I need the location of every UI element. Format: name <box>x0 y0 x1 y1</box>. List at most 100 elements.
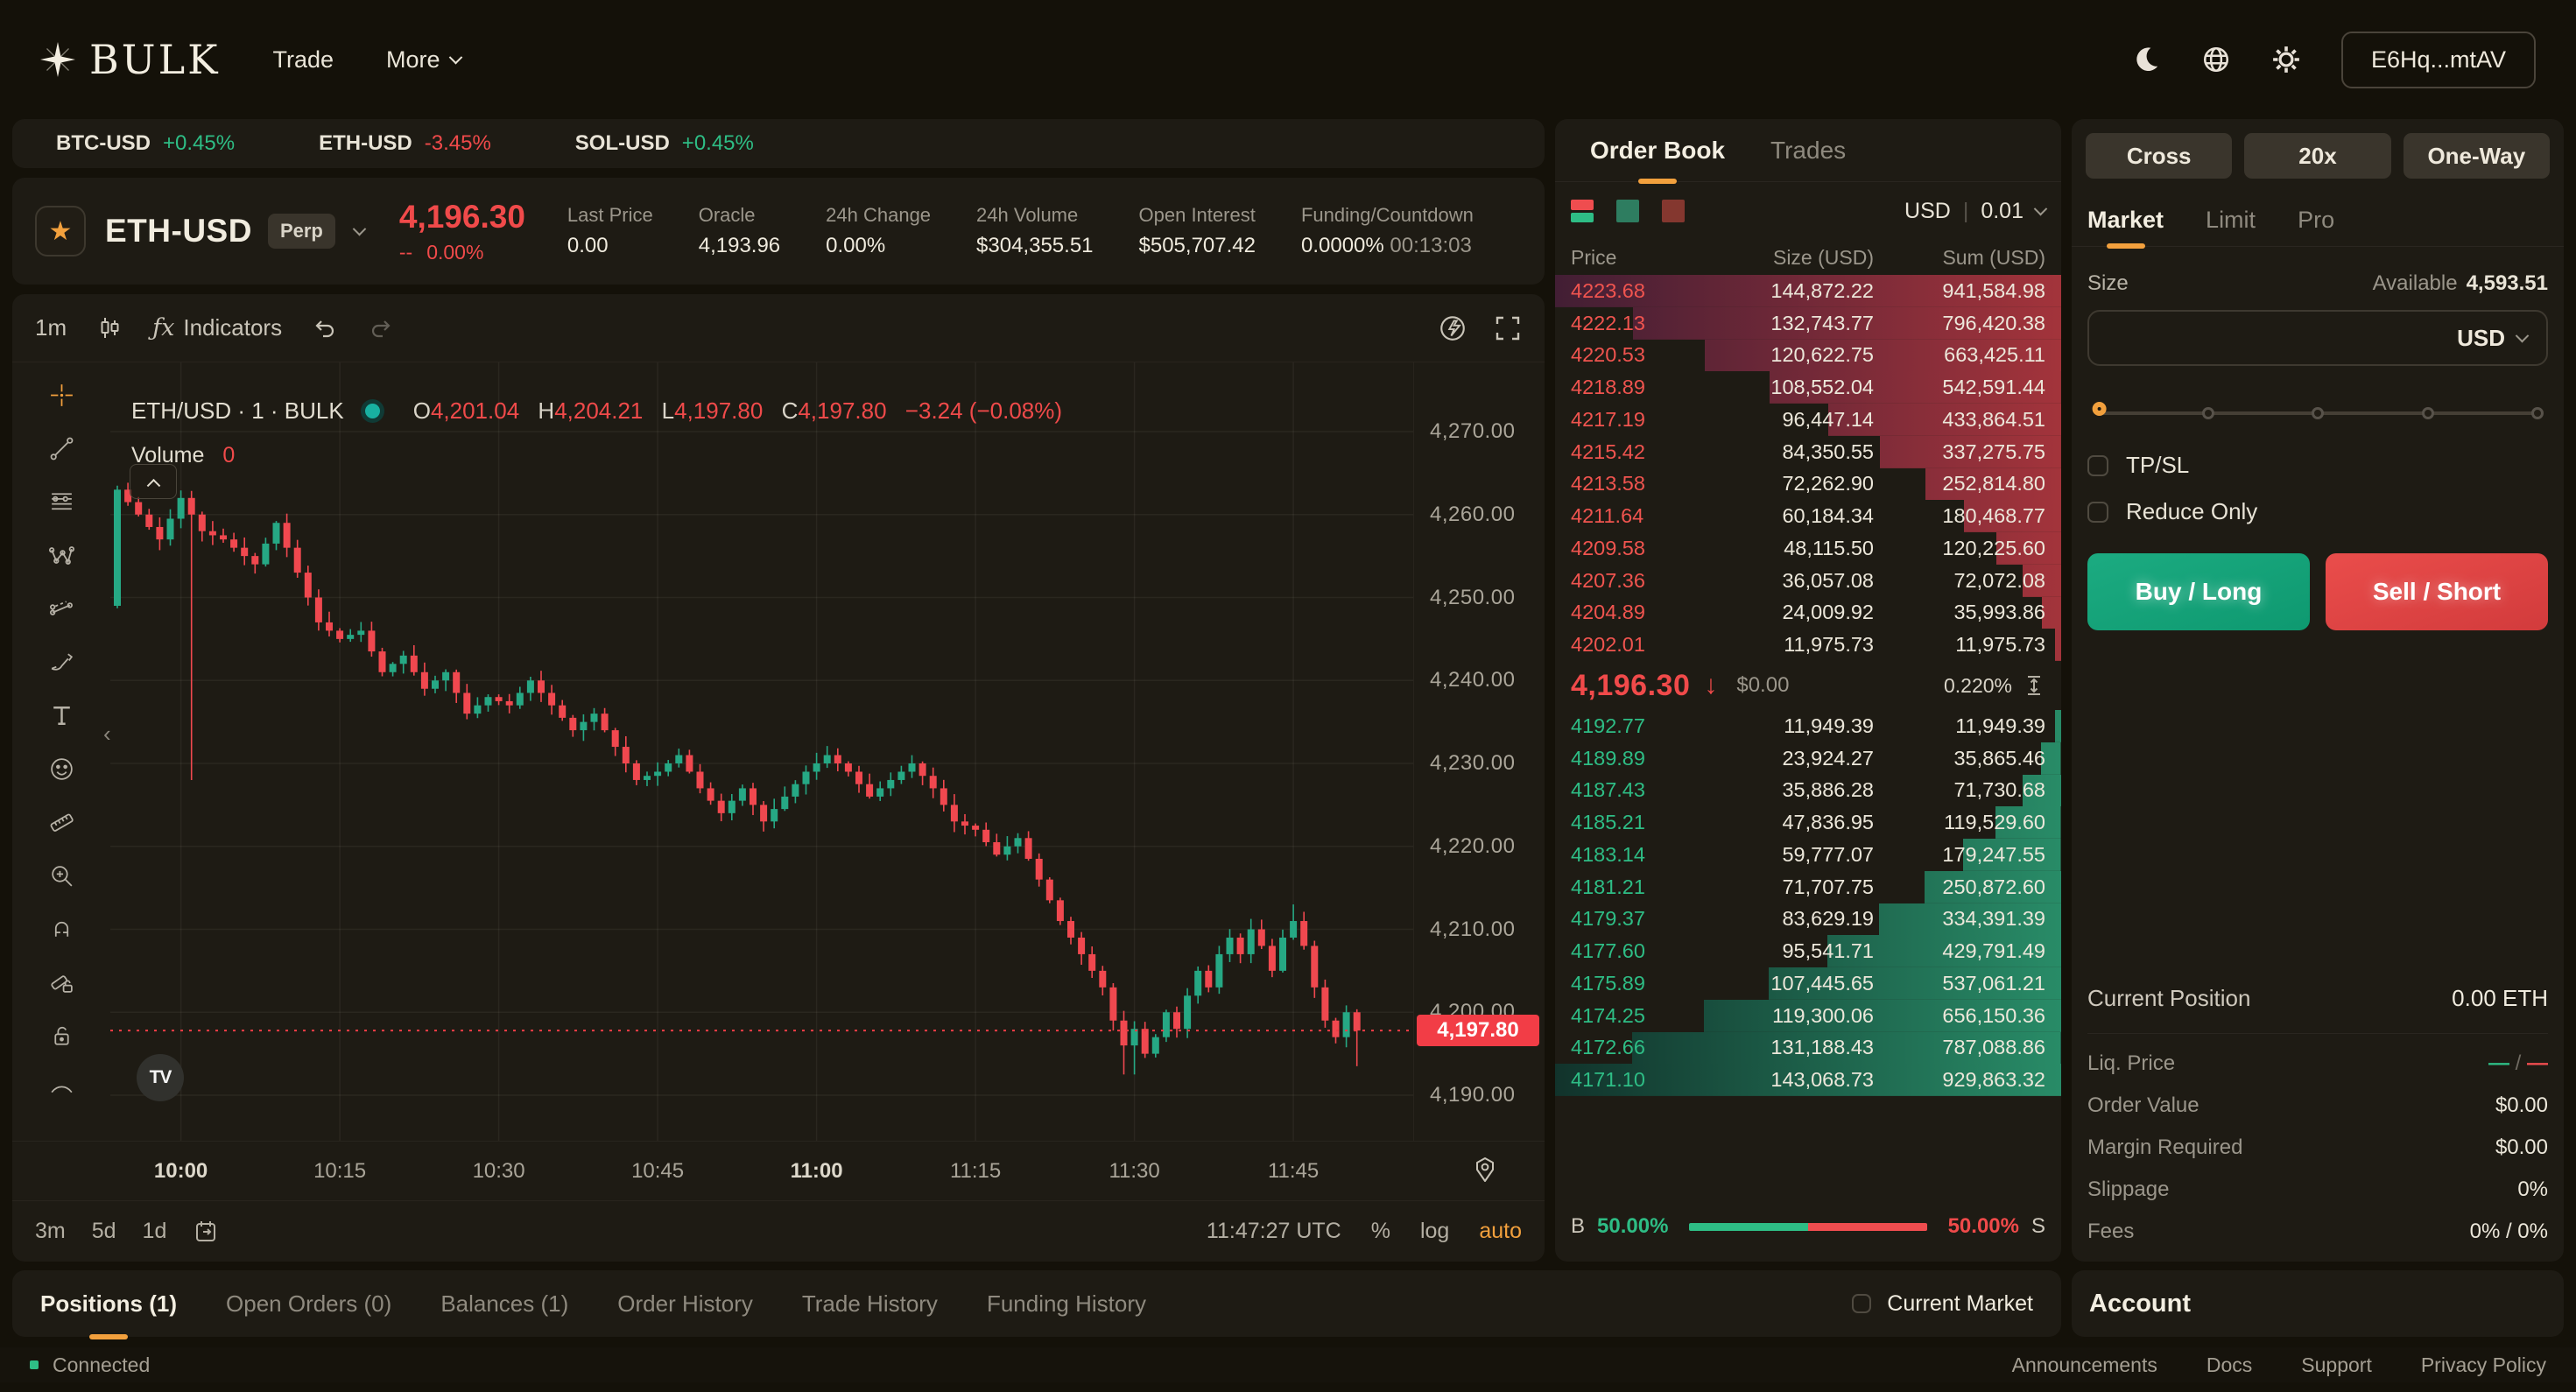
footer-link-announcements[interactable]: Announcements <box>2011 1353 2157 1376</box>
drawing-lock-toggle-icon[interactable] <box>46 967 76 997</box>
projection-tool-icon[interactable] <box>46 594 76 623</box>
orderbook-ask-row[interactable]: 4209.58 48,115.50 120,225.60 <box>1555 532 2061 565</box>
tab-trades[interactable]: Trades <box>1770 136 1847 164</box>
xabcd-pattern-tool-icon[interactable] <box>46 540 76 570</box>
orderbook-bid-row[interactable]: 4179.37 83,629.19 334,391.39 <box>1555 903 2061 936</box>
book-view-both-icon[interactable] <box>1571 200 1594 222</box>
magnet-tool-icon[interactable] <box>46 914 76 944</box>
margin-mode-button[interactable]: Cross <box>2086 133 2233 179</box>
zoom-in-tool-icon[interactable] <box>46 861 76 890</box>
orderbook-bid-row[interactable]: 4174.25 119,300.06 656,150.36 <box>1555 999 2061 1032</box>
range-5d-button[interactable]: 5d <box>91 1219 116 1243</box>
tab-pro[interactable]: Pro <box>2298 207 2335 233</box>
orderbook-bid-row[interactable]: 4187.43 35,886.28 71,730.68 <box>1555 774 2061 807</box>
orderbook-ask-row[interactable]: 4220.53 120,622.75 663,425.11 <box>1555 339 2061 372</box>
orderbook-denom-tick-select[interactable]: USD | 0.01 <box>1904 199 2048 224</box>
bottom-tab-trade-history[interactable]: Trade History <box>801 1290 938 1317</box>
orderbook-ask-row[interactable]: 4222.13 132,743.77 796,420.38 <box>1555 306 2061 340</box>
lock-all-tool-icon[interactable] <box>46 1021 76 1051</box>
session-settings-icon[interactable] <box>1471 1156 1499 1184</box>
leverage-button[interactable]: 20x <box>2244 133 2391 179</box>
tradingview-logo[interactable]: TV <box>137 1054 184 1101</box>
position-mode-button[interactable]: One-Way <box>2403 133 2550 179</box>
footer-link-privacy-policy[interactable]: Privacy Policy <box>2420 1353 2546 1376</box>
size-slider[interactable] <box>2092 401 2544 425</box>
favorite-star-button[interactable]: ★ <box>35 206 86 257</box>
orderbook-bid-row[interactable]: 4192.77 11,949.39 11,949.39 <box>1555 710 2061 742</box>
slider-handle[interactable] <box>2092 402 2107 416</box>
indicators-button[interactable]: ƒx Indicators <box>152 314 282 341</box>
orderbook-ask-row[interactable]: 4215.42 84,350.55 337,275.75 <box>1555 435 2061 468</box>
size-input[interactable] <box>2108 324 2458 352</box>
ticker-item[interactable]: ETH-USD -3.45% <box>319 131 491 156</box>
crosshair-tool-icon[interactable] <box>46 380 76 410</box>
bottom-tab-balances-[interactable]: Balances (1) <box>440 1290 569 1317</box>
goto-date-icon[interactable] <box>193 1219 219 1245</box>
clock-utc[interactable]: 11:47:27 UTC <box>1206 1219 1341 1243</box>
nav-more[interactable]: More <box>386 46 462 74</box>
spread-expand-icon[interactable] <box>2023 674 2045 697</box>
text-tool-icon[interactable] <box>46 700 76 730</box>
fib-retracement-tool-icon[interactable] <box>46 487 76 517</box>
slider-stop[interactable] <box>2312 407 2324 419</box>
tab-market[interactable]: Market <box>2087 194 2164 246</box>
orderbook-bid-row[interactable]: 4172.66 131,188.43 787,088.86 <box>1555 1031 2061 1065</box>
orderbook-bid-row[interactable]: 4171.10 143,068.73 929,863.32 <box>1555 1064 2061 1096</box>
orderbook-ask-row[interactable]: 4223.68 144,872.22 941,584.98 <box>1555 275 2061 307</box>
current-market-checkbox[interactable] <box>1852 1294 1872 1313</box>
redo-button[interactable] <box>368 315 394 341</box>
legend-collapse-button[interactable] <box>130 464 177 499</box>
app-logo[interactable]: BULK <box>40 36 220 83</box>
sell-short-button[interactable]: Sell / Short <box>2326 553 2548 630</box>
screenshot-camera-icon[interactable] <box>1438 313 1467 343</box>
auto-scale-button[interactable]: auto <box>1479 1219 1522 1243</box>
price-axis[interactable]: 4,270.00 4,260.00 4,250.00 4,240.00 4,230.00… <box>1413 362 1545 1141</box>
hide-drawings-tool-icon[interactable] <box>46 1074 76 1104</box>
orderbook-ask-row[interactable]: 4218.89 108,552.04 542,591.44 <box>1555 371 2061 404</box>
orderbook-bid-row[interactable]: 4175.89 107,445.65 537,061.21 <box>1555 967 2061 1000</box>
trendline-tool-icon[interactable] <box>46 433 76 463</box>
nav-trade[interactable]: Trade <box>272 46 334 73</box>
denom-select[interactable]: USD <box>2457 325 2530 352</box>
footer-link-support[interactable]: Support <box>2301 1353 2372 1376</box>
ticker-item[interactable]: BTC-USD +0.45% <box>56 131 235 156</box>
chart-plot-area[interactable]: ETH/USD · 1 · BULK O4,201.04 H4,204.21 L… <box>110 362 1413 1141</box>
orderbook-ask-row[interactable]: 4213.58 72,262.90 252,814.80 <box>1555 468 2061 501</box>
orderbook-bid-row[interactable]: 4177.60 95,541.71 429,791.49 <box>1555 935 2061 967</box>
tab-limit[interactable]: Limit <box>2206 207 2256 233</box>
fullscreen-icon[interactable] <box>1494 314 1522 342</box>
orderbook-ask-row[interactable]: 4207.36 36,057.08 72,072.08 <box>1555 564 2061 597</box>
mid-price-row[interactable]: 4,196.30 ↓ $0.00 0.220% <box>1555 661 2061 710</box>
tab-order-book[interactable]: Order Book <box>1590 119 1725 181</box>
slider-stop[interactable] <box>2531 407 2544 419</box>
orderbook-bid-row[interactable]: 4189.89 23,924.27 35,865.46 <box>1555 742 2061 775</box>
orderbook-bid-row[interactable]: 4181.21 71,707.75 250,872.60 <box>1555 870 2061 903</box>
checkbox-tpsl[interactable] <box>2087 454 2108 476</box>
orderbook-ask-row[interactable]: 4217.19 96,447.14 433,864.51 <box>1555 404 2061 436</box>
bottom-tab-positions-[interactable]: Positions (1) <box>40 1270 177 1337</box>
slider-stop[interactable] <box>2421 407 2434 419</box>
orderbook-bid-row[interactable]: 4185.21 47,836.95 119,529.60 <box>1555 806 2061 839</box>
ticker-item[interactable]: SOL-USD +0.45% <box>575 131 754 156</box>
book-view-asks-icon[interactable] <box>1662 200 1685 222</box>
language-globe-icon[interactable] <box>2201 45 2231 74</box>
percent-scale-button[interactable]: % <box>1370 1219 1390 1243</box>
bottom-tab-funding-history[interactable]: Funding History <box>986 1290 1147 1317</box>
orderbook-bid-row[interactable]: 4183.14 59,777.07 179,247.55 <box>1555 839 2061 871</box>
time-axis[interactable]: 10:00 10:15 10:30 10:45 11:00 11:15 11:30 11:45 <box>12 1141 1545 1200</box>
range-1d-button[interactable]: 1d <box>142 1219 167 1243</box>
log-scale-button[interactable]: log <box>1419 1219 1450 1243</box>
checkbox-reduce-only[interactable] <box>2087 501 2108 523</box>
bottom-tab-open-orders-[interactable]: Open Orders (0) <box>226 1290 392 1317</box>
ruler-tool-icon[interactable] <box>46 807 76 837</box>
theme-moon-icon[interactable] <box>2131 45 2161 74</box>
market-selector-chevron-icon[interactable] <box>352 221 367 236</box>
brush-tool-icon[interactable] <box>46 647 76 677</box>
orderbook-ask-row[interactable]: 4211.64 60,184.34 180,468.77 <box>1555 500 2061 532</box>
candle-style-button[interactable] <box>96 315 123 341</box>
buy-long-button[interactable]: Buy / Long <box>2087 553 2310 630</box>
wallet-address-button[interactable]: E6Hq...mtAV <box>2340 31 2536 88</box>
orderbook-ask-row[interactable]: 4204.89 24,009.92 35,993.86 <box>1555 596 2061 629</box>
settings-gear-icon[interactable] <box>2271 45 2301 74</box>
footer-link-docs[interactable]: Docs <box>2206 1353 2253 1376</box>
